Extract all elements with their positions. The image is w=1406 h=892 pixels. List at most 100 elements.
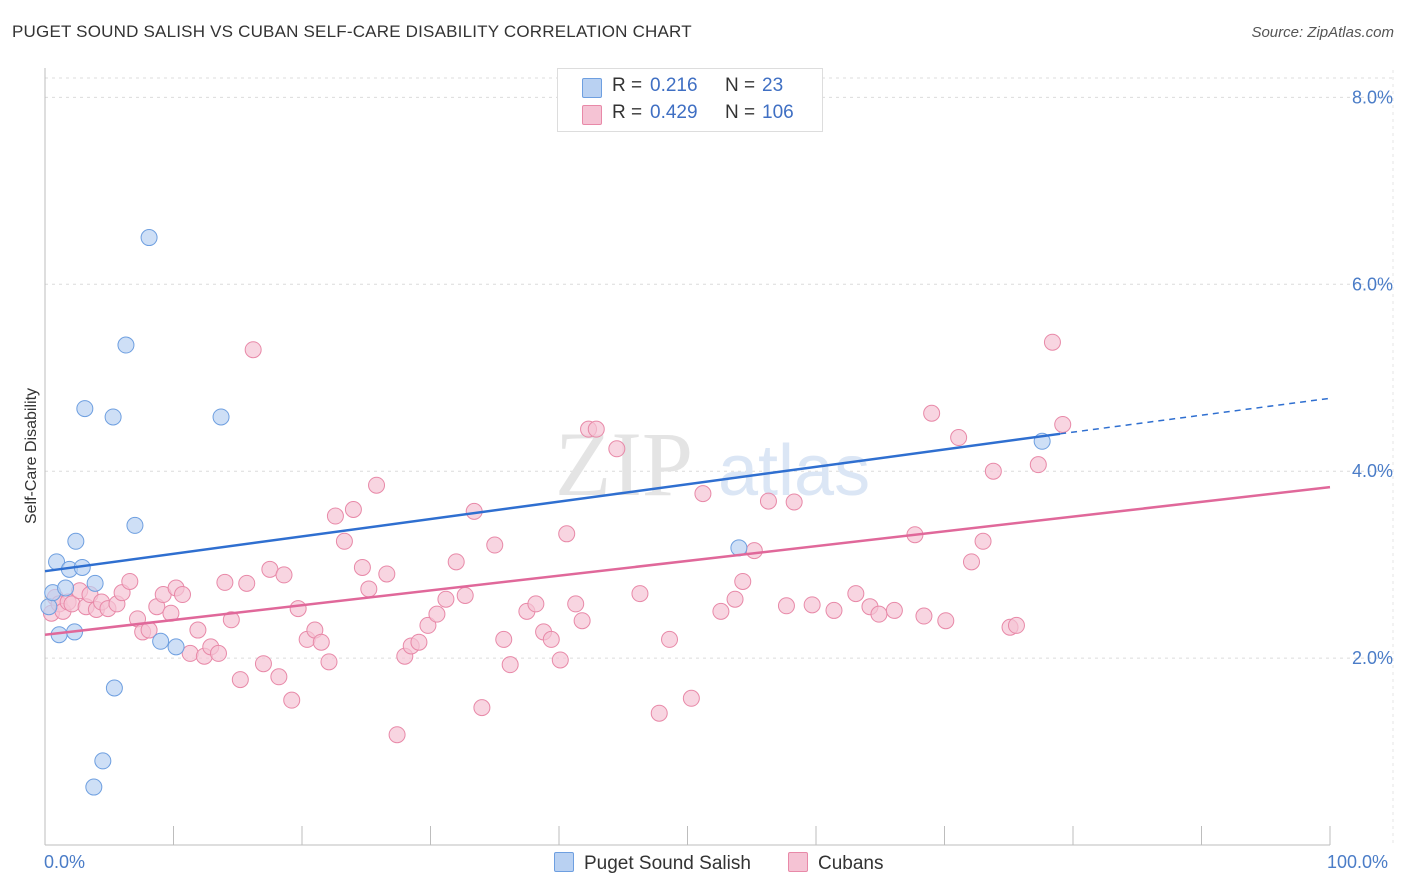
- trend-line-puget: [44, 432, 1061, 573]
- trend-line-cubans: [44, 485, 1331, 636]
- legend-swatch-cubans: [582, 105, 602, 125]
- point-cubans: [923, 404, 941, 422]
- point-puget: [86, 574, 104, 592]
- point-cubans: [650, 704, 668, 722]
- point-cubans: [726, 590, 744, 608]
- point-puget: [117, 336, 135, 354]
- point-cubans: [1029, 456, 1047, 474]
- data-points: [40, 229, 1072, 796]
- point-cubans: [428, 605, 446, 623]
- point-cubans: [326, 507, 344, 525]
- bottom-legend-swatch-cubans: [788, 852, 808, 872]
- point-cubans: [447, 553, 465, 571]
- y-tick-label: 6.0%: [1352, 274, 1393, 294]
- point-cubans: [608, 440, 626, 458]
- point-puget: [57, 579, 75, 597]
- point-cubans: [353, 558, 371, 576]
- point-cubans: [254, 655, 272, 673]
- point-cubans: [173, 586, 191, 604]
- y-tick-label: 8.0%: [1352, 87, 1393, 107]
- point-cubans: [567, 595, 585, 613]
- point-cubans: [745, 542, 763, 560]
- point-cubans: [542, 630, 560, 648]
- legend-swatch-puget: [582, 78, 602, 98]
- point-cubans: [950, 429, 968, 447]
- point-cubans: [734, 572, 752, 590]
- point-cubans: [283, 691, 301, 709]
- point-puget: [152, 632, 170, 650]
- point-cubans: [495, 630, 513, 648]
- point-cubans: [974, 532, 992, 550]
- point-cubans: [551, 651, 569, 669]
- point-cubans: [587, 420, 605, 438]
- point-puget: [85, 778, 103, 796]
- point-cubans: [181, 644, 199, 662]
- point-cubans: [785, 493, 803, 511]
- point-puget: [126, 516, 144, 534]
- point-cubans: [527, 595, 545, 613]
- bottom-legend-label-cubans: Cubans: [818, 853, 884, 874]
- point-puget: [104, 408, 122, 426]
- point-cubans: [289, 600, 307, 618]
- point-cubans: [661, 630, 679, 648]
- point-cubans: [825, 601, 843, 619]
- point-cubans: [410, 633, 428, 651]
- y-axis-label: Self-Care Disability: [23, 388, 40, 524]
- point-cubans: [915, 607, 933, 625]
- point-cubans: [360, 580, 378, 598]
- point-cubans: [209, 644, 227, 662]
- y-tick-labels: 2.0% 4.0% 6.0% 8.0%: [1352, 87, 1393, 668]
- source-label: Source: ZipAtlas.com: [1251, 24, 1394, 41]
- point-cubans: [777, 597, 795, 615]
- point-cubans: [486, 536, 504, 554]
- point-cubans: [803, 596, 821, 614]
- legend-r-value: 0.216: [650, 75, 698, 96]
- point-cubans: [885, 601, 903, 619]
- point-cubans: [344, 501, 362, 519]
- point-puget: [212, 408, 230, 426]
- point-cubans: [1007, 616, 1025, 634]
- y-tick-label: 2.0%: [1352, 648, 1393, 668]
- point-cubans: [437, 590, 455, 608]
- legend-n-value: 106: [762, 102, 794, 123]
- legend-n-label: N =: [725, 75, 756, 96]
- point-puget: [140, 229, 158, 247]
- point-puget: [76, 400, 94, 418]
- point-cubans: [870, 605, 888, 623]
- point-puget: [40, 598, 58, 616]
- point-cubans: [558, 525, 576, 543]
- point-cubans: [847, 585, 865, 603]
- x-tick-label-min: 0.0%: [44, 852, 86, 872]
- point-puget: [94, 752, 112, 770]
- point-cubans: [984, 462, 1002, 480]
- legend-n-label: N =: [725, 102, 756, 123]
- point-cubans: [275, 566, 293, 584]
- point-puget: [105, 679, 123, 697]
- point-cubans: [937, 612, 955, 630]
- point-cubans: [682, 689, 700, 707]
- chart-title: PUGET SOUND SALISH VS CUBAN SELF-CARE DI…: [12, 22, 692, 41]
- trend-lines: [44, 397, 1331, 636]
- trend-line-puget-extension: [1060, 397, 1331, 435]
- point-cubans: [1054, 415, 1072, 433]
- point-cubans: [631, 585, 649, 603]
- point-puget: [167, 638, 185, 656]
- point-cubans: [419, 616, 437, 634]
- legend-r-label: R =: [612, 75, 643, 96]
- point-cubans: [388, 726, 406, 744]
- point-cubans: [121, 572, 139, 590]
- legend-r-value: 0.429: [650, 102, 698, 123]
- point-cubans: [378, 565, 396, 583]
- point-cubans: [501, 656, 519, 674]
- point-cubans: [1043, 333, 1061, 351]
- point-cubans: [312, 633, 330, 651]
- x-tick-label-max: 100.0%: [1327, 852, 1389, 872]
- bottom-legend-swatch-puget: [554, 852, 574, 872]
- point-cubans: [216, 573, 234, 591]
- legend-n-value: 23: [762, 75, 784, 96]
- point-cubans: [244, 341, 262, 359]
- bottom-legend-cubans: Cubans: [788, 852, 884, 875]
- point-cubans: [368, 476, 386, 494]
- legend-r-label: R =: [612, 102, 643, 123]
